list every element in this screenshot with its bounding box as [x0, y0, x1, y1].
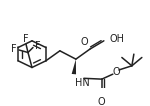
Text: F: F — [23, 34, 29, 44]
Polygon shape — [72, 59, 76, 74]
Text: F: F — [35, 41, 41, 51]
Text: OH: OH — [110, 34, 125, 44]
Text: HN: HN — [75, 78, 90, 88]
Text: O: O — [80, 38, 88, 47]
Text: O: O — [112, 68, 120, 77]
Text: F: F — [11, 44, 17, 54]
Text: O: O — [97, 97, 105, 106]
